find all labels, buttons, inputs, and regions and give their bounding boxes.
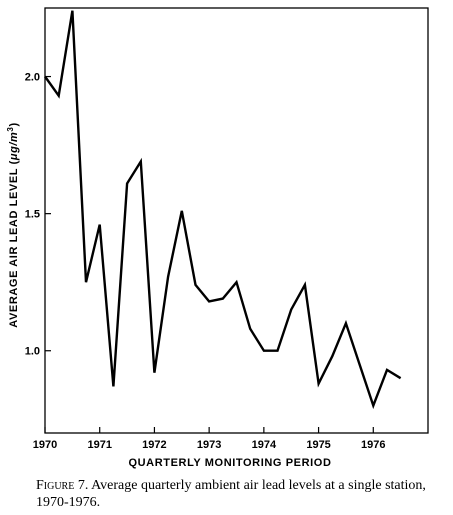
x-tick-label: 1974: [252, 439, 277, 451]
y-tick-label: 2.0: [25, 72, 40, 84]
line-chart: 1970 1971 1972 1973 1974 1975 1976 1.0 1.5 2.0 QU…: [6, 7, 429, 469]
y-tick-label: 1.5: [25, 209, 40, 221]
y-axis-title-main: AVERAGE AIR LEAD LEVEL (: [8, 160, 20, 328]
figure-label: Figure 7.: [36, 478, 89, 493]
y-tick-label: 1.0: [25, 346, 40, 358]
figure-caption-text: Average quarterly ambient air lead level…: [36, 478, 426, 510]
y-axis-title-exponent: 3: [6, 127, 15, 132]
y-axis-title-close: ): [8, 122, 20, 126]
x-axis-title: QUARTERLY MONITORING PERIOD: [128, 457, 331, 469]
x-tick-label: 1971: [87, 439, 111, 451]
x-tick-label: 1972: [142, 439, 166, 451]
x-tick-label: 1976: [361, 439, 385, 451]
y-axis-title-unit: μg/m: [8, 132, 20, 162]
plot-frame: [44, 7, 429, 434]
axis-ticks: 1970 1971 1972 1973 1974 1975 1976 1.0 1.5 2.0: [25, 72, 386, 451]
x-tick-label: 1970: [33, 439, 57, 451]
series-layer: [44, 10, 402, 410]
y-axis-title: AVERAGE AIR LEAD LEVEL (μg/m3): [6, 122, 20, 328]
figure-caption: Figure 7. Average quarterly ambient air …: [36, 477, 446, 511]
series-line: [44, 10, 402, 410]
x-tick-label: 1975: [306, 439, 330, 451]
x-tick-label: 1973: [197, 439, 221, 451]
